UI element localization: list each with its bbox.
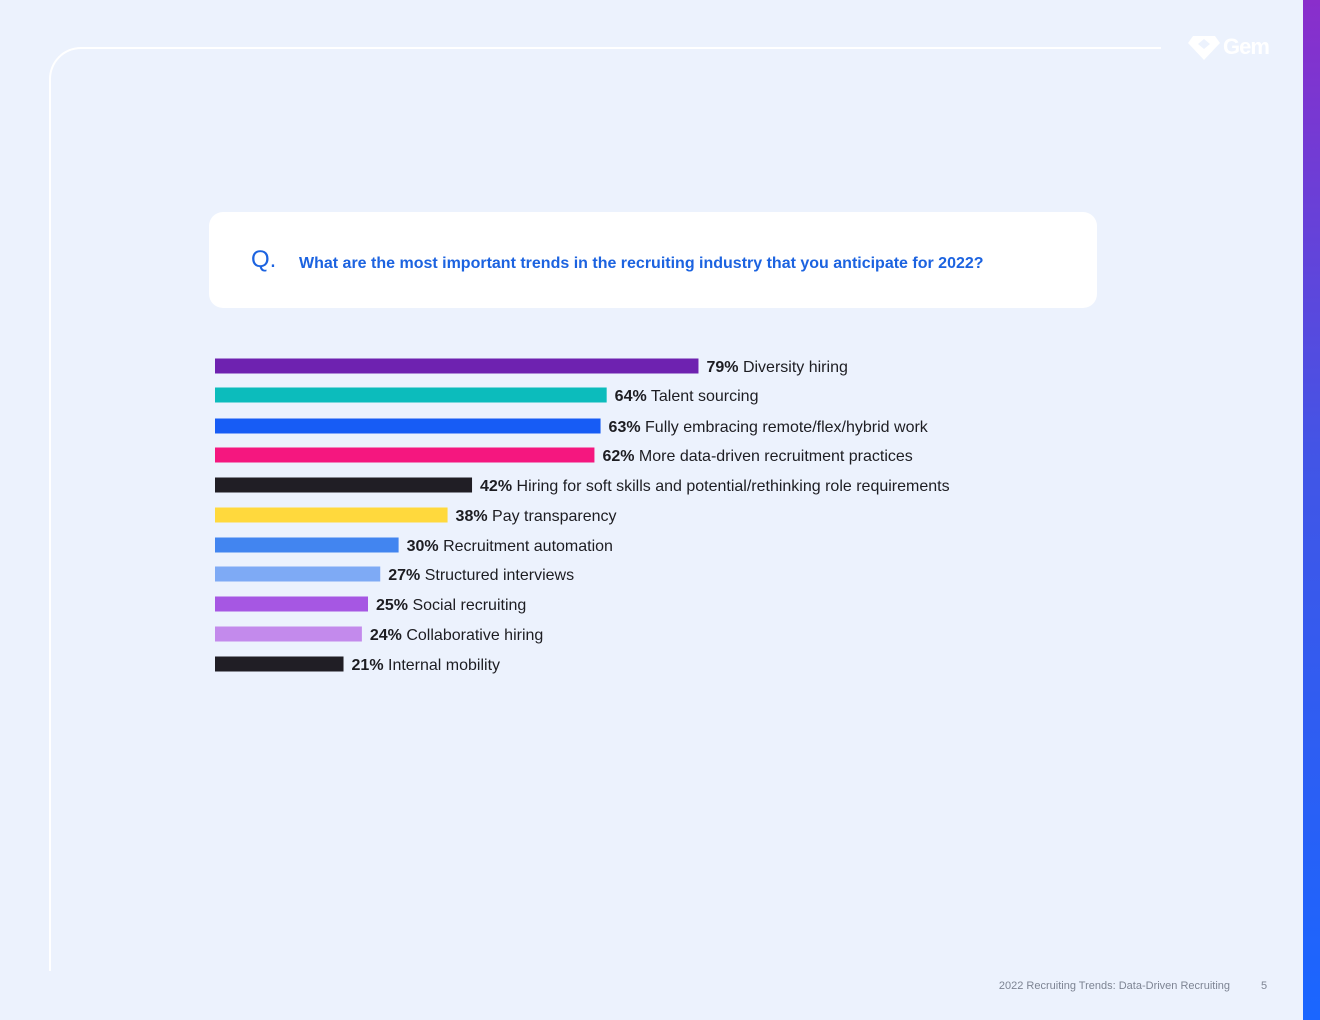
- bar-label-4: 62% More data-driven recruitment practic…: [602, 448, 912, 465]
- bar-label-8: 27% Structured interviews: [388, 567, 574, 584]
- gem-logo: Gem: [1188, 32, 1274, 62]
- bar-label-6: 38% Pay transparency: [456, 508, 617, 525]
- bar-9: [215, 596, 368, 612]
- bar-value-label: 27%: [388, 567, 420, 584]
- bar-value-label: 62%: [602, 448, 634, 465]
- question-card: Q. What are the most important trends in…: [209, 212, 1097, 308]
- bar-category-label: Diversity hiring: [739, 359, 848, 376]
- gem-logo-text: Gem: [1223, 34, 1270, 59]
- bar-category-label: Hiring for soft skills and potential/ret…: [512, 478, 950, 495]
- bar-label-9: 25% Social recruiting: [376, 597, 526, 614]
- brand-gradient-stripe: [1303, 0, 1320, 1020]
- bar-label-10: 24% Collaborative hiring: [370, 627, 543, 644]
- bar-value-label: 21%: [352, 657, 384, 674]
- question-text: What are the most important trends in th…: [299, 255, 984, 272]
- bar-10: [215, 626, 362, 642]
- bar-value-label: 64%: [615, 388, 647, 405]
- bar-value-label: 63%: [609, 419, 641, 436]
- bar-value-label: 24%: [370, 627, 402, 644]
- bar-label-7: 30% Recruitment automation: [407, 538, 613, 555]
- bar-value-label: 38%: [456, 508, 488, 525]
- bar-8: [215, 566, 381, 582]
- bar-category-label: Pay transparency: [488, 508, 617, 525]
- bar-category-label: Fully embracing remote/flex/hybrid work: [641, 419, 929, 436]
- bar-4: [215, 447, 595, 463]
- bar-category-label: Talent sourcing: [647, 388, 759, 405]
- bar-value-label: 42%: [480, 478, 512, 495]
- bar-category-label: Internal mobility: [384, 657, 501, 674]
- page-number: 5: [1261, 980, 1268, 992]
- footer-title: 2022 Recruiting Trends: Data-Driven Recr…: [998, 980, 1230, 992]
- bar-category-label: Recruitment automation: [439, 538, 613, 555]
- bar-1: [215, 358, 699, 374]
- bar-label-1: 79% Diversity hiring: [706, 359, 847, 376]
- question-marker: Q.: [251, 246, 277, 273]
- bar-category-label: More data-driven recruitment practices: [634, 448, 912, 465]
- bar-6: [215, 507, 448, 523]
- bar-value-label: 25%: [376, 597, 408, 614]
- bar-value-label: 79%: [706, 359, 738, 376]
- bar-7: [215, 537, 399, 553]
- bar-2: [215, 387, 607, 403]
- bar-label-5: 42% Hiring for soft skills and potential…: [480, 478, 950, 495]
- bar-11: [215, 656, 344, 672]
- bar-5: [215, 477, 473, 493]
- page-frame: [49, 47, 1161, 971]
- bar-value-label: 30%: [407, 538, 439, 555]
- bar-label-11: 21% Internal mobility: [352, 657, 501, 674]
- bar-label-2: 64% Talent sourcing: [615, 388, 759, 405]
- bar-category-label: Social recruiting: [408, 597, 526, 614]
- bar-label-3: 63% Fully embracing remote/flex/hybrid w…: [609, 419, 929, 436]
- gem-diamond-icon: [1188, 36, 1220, 60]
- bar-category-label: Collaborative hiring: [402, 627, 543, 644]
- bar-3: [215, 418, 601, 434]
- bar-category-label: Structured interviews: [420, 567, 574, 584]
